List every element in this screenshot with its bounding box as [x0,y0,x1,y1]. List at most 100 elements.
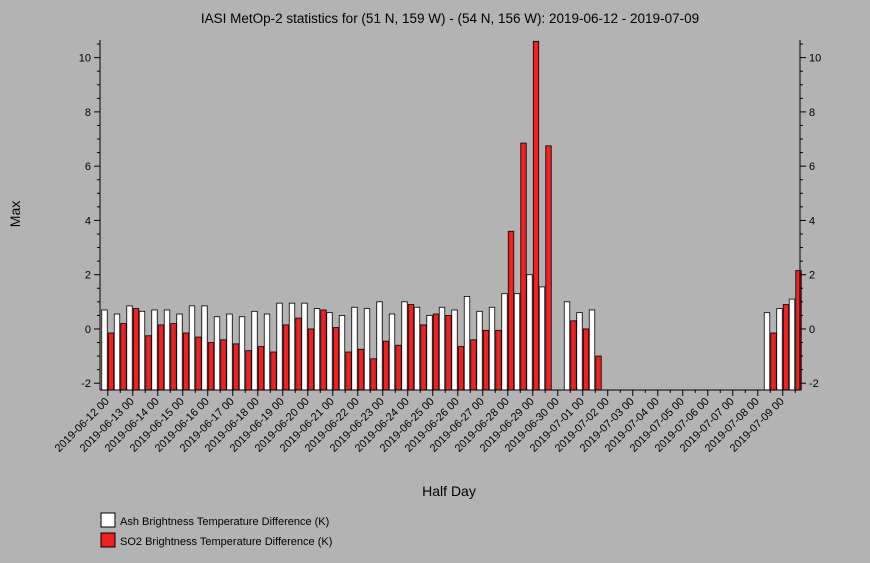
so2-bar [370,358,377,391]
so2-bar [207,342,215,391]
ash-bar [351,306,358,391]
so2-bar [332,327,340,391]
so2-bar [282,324,290,391]
ash-bar [451,309,458,391]
so2-bar [570,320,577,391]
so2-bar [232,343,240,391]
ash-bar [788,298,796,391]
y-tick-label-left: 4 [85,215,91,227]
so2-bar [407,304,415,391]
ash-bar [413,306,421,391]
y-tick-label-left: 6 [85,161,91,173]
y-tick-label-right: 0 [809,324,815,336]
ash-bar [388,313,396,391]
ash-bar [776,308,783,391]
so2-bar [257,346,265,391]
ash-bar [101,309,108,391]
ash-bar [313,308,321,391]
so2-bar [445,314,452,391]
ash-bar [226,313,233,391]
so2-bar [532,40,540,391]
ash-bar [138,310,146,391]
so2-bar [520,142,527,391]
chart-title: IASI MetOp-2 statistics for (51 N, 159 W… [201,11,699,26]
so2-bar [595,355,602,391]
so2-bar [107,332,115,391]
so2-bar [307,328,315,391]
ash-bar [201,305,208,391]
so2-bar [482,329,490,391]
so2-bar [495,329,502,391]
ash-bar [176,313,183,391]
ash-bar [763,312,771,391]
legend-swatch-ash [100,512,116,528]
ash-bar [401,301,408,391]
y-tick-label-right: 10 [809,53,821,65]
ash-bar [301,302,308,391]
so2-bar [457,346,465,391]
so2-bar [157,324,165,391]
x-axis-label: Half Day [422,483,476,499]
bars-group [101,40,802,391]
so2-bar [132,308,140,391]
y-tick-label-left: 10 [79,53,91,65]
ash-bar [251,310,258,391]
so2-bar [470,339,477,391]
so2-bar [295,317,302,391]
so2-bar [357,348,365,391]
so2-bar [507,230,515,391]
ash-bar [513,293,521,391]
so2-bar [770,332,777,391]
ash-bar [188,305,196,391]
ash-bar [263,313,271,391]
so2-bar [182,332,190,391]
ash-bar [438,306,446,391]
ash-bar [476,310,483,391]
so2-bar [195,336,202,391]
so2-bar [245,350,252,391]
legend-label-ash: Ash Brightness Temperature Difference (K… [120,516,329,528]
ash-bar [126,305,133,391]
ash-bar [363,308,371,391]
ash-bar [463,295,471,391]
so2-bar [220,339,227,391]
y-tick-label-right: 2 [809,270,815,282]
so2-bar [170,323,177,391]
so2-bar [420,324,427,391]
legend-label-so2: SO2 Brightness Temperature Difference (K… [120,536,332,548]
y-tick-label-left: -2 [81,378,91,390]
so2-bar [545,145,552,391]
legend: Ash Brightness Temperature Difference (K… [100,512,332,548]
y-tick-label-left: 8 [85,107,91,119]
so2-bar [120,323,127,391]
ash-bar [163,309,171,391]
y-tick-label-left: 0 [85,324,91,336]
y-tick-label-right: 6 [809,161,815,173]
ash-bar [426,314,433,391]
ash-bar [526,274,533,391]
so2-bar [270,351,277,391]
ash-bar [488,306,496,391]
ash-bar [338,314,346,391]
y-tick-label-right: -2 [809,378,819,390]
ash-bar [113,313,121,391]
ash-bar [238,316,246,391]
so2-bar [582,328,590,391]
ash-bar [376,301,383,391]
so2-bar [345,351,352,391]
so2-bar [382,340,390,391]
so2-bar [395,344,402,391]
so2-bar [782,304,790,391]
so2-bar [145,335,152,391]
ash-bar [588,309,596,391]
ash-bar [288,302,296,391]
ash-bar [501,293,508,391]
ash-bar [213,316,221,391]
ash-bar [576,312,583,391]
ash-bar [276,302,283,391]
y-tick-label-right: 8 [809,107,815,119]
ash-bar [326,312,333,391]
